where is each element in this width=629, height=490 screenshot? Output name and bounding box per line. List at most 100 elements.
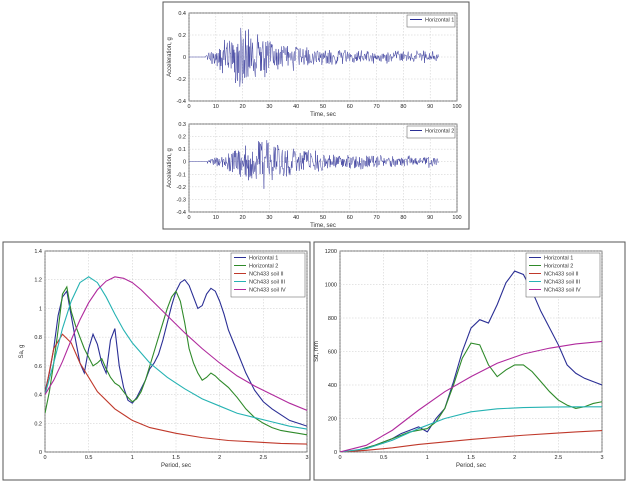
legend-box xyxy=(406,14,456,28)
legend: Horizontal 1 xyxy=(406,14,456,28)
x-tick-label: 0 xyxy=(187,215,190,221)
x-tick-label: 50 xyxy=(320,104,326,110)
x-tick-label: 60 xyxy=(347,215,353,221)
y-tick-label: 1.4 xyxy=(34,249,42,255)
series-group xyxy=(340,270,602,452)
x-tick-label: 1 xyxy=(131,455,134,461)
y-tick-label: 0.4 xyxy=(178,11,186,17)
y-tick-label: 200 xyxy=(328,417,337,423)
x-tick-label: 90 xyxy=(427,215,433,221)
series-line-5 xyxy=(340,340,602,452)
x-tick-label: 80 xyxy=(400,104,406,110)
x-tick-label: 0 xyxy=(43,455,46,461)
y-tick-label: 0 xyxy=(39,450,42,456)
chart-horizontal-2-timeseries: 0 10 20 30 40 50 60 70 80 90 100 0.3 0.2 0.1 0 -0.1 -0.2… xyxy=(167,122,462,229)
y-tick-label: 0.3 xyxy=(178,122,186,128)
y-axis-label: Acceleration, g xyxy=(167,37,173,77)
x-tick-label: 40 xyxy=(293,215,299,221)
series-line-4 xyxy=(340,406,602,452)
y-axis-label: Sd, mm xyxy=(314,341,320,362)
x-tick-label: 100 xyxy=(452,104,461,110)
y-tick-label: 0 xyxy=(334,450,337,456)
x-tick-label: 10 xyxy=(213,215,219,221)
x-tick-label: 80 xyxy=(400,215,406,221)
x-tick-label: 30 xyxy=(266,104,272,110)
x-tick-label: 90 xyxy=(427,104,433,110)
y-tick-label: 1000 xyxy=(325,283,337,289)
chart-spectral-acceleration: 0 0.5 1 1.5 2 2.5 3 0 0.2 0.4 0.6 0.8 1 1.2 1.4 Period,… xyxy=(19,249,309,469)
legend-box xyxy=(406,125,456,139)
x-tick-label: 40 xyxy=(293,104,299,110)
x-tick-label: 10 xyxy=(213,104,219,110)
y-tick-label: 0.2 xyxy=(178,33,186,39)
y-tick-label: -0.2 xyxy=(177,185,186,191)
legend-entry: NCh433 soil IV xyxy=(544,288,581,294)
series-line-2 xyxy=(45,285,307,436)
y-axis-label: Sa, g xyxy=(19,344,25,358)
chart-horizontal-1-timeseries: 0 10 20 30 40 50 60 70 80 90 100 0.4 0.2 0 -0.2 -0.4 Tim… xyxy=(167,11,462,118)
legend-entry: NCh433 soil II xyxy=(249,272,284,278)
x-tick-label: 1.5 xyxy=(467,455,475,461)
legend: Horizontal 2 xyxy=(406,125,456,139)
series-line-1 xyxy=(45,278,307,427)
legend: Horizontal 1 Horizontal 2 NCh433 soil II NC… xyxy=(230,252,306,298)
series-line-5 xyxy=(45,276,307,411)
series-line-3 xyxy=(340,430,602,452)
legend-entry: NCh433 soil III xyxy=(544,280,581,286)
series-line-4 xyxy=(45,276,307,430)
legend-entry: NCh433 soil IV xyxy=(249,288,286,294)
x-tick-label: 3 xyxy=(305,455,308,461)
x-tick-label: 0.5 xyxy=(85,455,93,461)
series-line-1 xyxy=(340,270,602,452)
x-tick-label: 20 xyxy=(240,104,246,110)
legend-entry: Horizontal 1 xyxy=(249,256,278,262)
y-tick-label: -0.3 xyxy=(177,197,186,203)
x-tick-label: 60 xyxy=(347,104,353,110)
legend-entry: Horizontal 1 xyxy=(425,18,454,24)
legend-entry: NCh433 soil II xyxy=(544,272,579,278)
x-tick-label: 0 xyxy=(187,104,190,110)
y-tick-label: 0.6 xyxy=(34,364,42,370)
y-tick-label: 1200 xyxy=(325,249,337,255)
series-group xyxy=(189,140,439,189)
x-axis-label: Time, sec xyxy=(310,223,336,229)
y-tick-label: 0.4 xyxy=(34,393,42,399)
x-tick-label: 0.5 xyxy=(380,455,388,461)
x-tick-label: 2.5 xyxy=(260,455,268,461)
series-line-1 xyxy=(189,27,439,87)
series-group xyxy=(45,276,307,445)
series-line-3 xyxy=(45,333,307,445)
x-axis-label: Period, sec xyxy=(161,463,191,469)
y-tick-label: -0.2 xyxy=(177,77,186,83)
chart-spectral-displacement: 0 0.5 1 1.5 2 2.5 3 0 200 400 600 800 1000 1200 Period… xyxy=(314,249,604,469)
x-tick-label: 0 xyxy=(338,455,341,461)
y-tick-label: 600 xyxy=(328,350,337,356)
legend: Horizontal 1 Horizontal 2 NCh433 soil II NC… xyxy=(525,252,601,298)
legend-entry: Horizontal 2 xyxy=(249,264,278,270)
y-tick-label: 400 xyxy=(328,383,337,389)
y-tick-label: -0.4 xyxy=(177,99,186,105)
legend-entry: NCh433 soil III xyxy=(249,280,286,286)
legend-entry: Horizontal 2 xyxy=(425,129,454,135)
series-line-1 xyxy=(189,140,439,189)
y-tick-label: 0.2 xyxy=(34,421,42,427)
y-tick-label: 800 xyxy=(328,316,337,322)
x-tick-label: 70 xyxy=(374,215,380,221)
y-tick-label: 0.8 xyxy=(34,335,42,341)
x-tick-label: 20 xyxy=(240,215,246,221)
y-tick-label: 1.2 xyxy=(34,278,42,284)
y-tick-label: -0.4 xyxy=(177,210,186,216)
x-tick-label: 30 xyxy=(266,215,272,221)
y-tick-label: 0.2 xyxy=(178,135,186,141)
x-tick-label: 2.5 xyxy=(555,455,563,461)
x-tick-label: 2 xyxy=(218,455,221,461)
x-tick-label: 1.5 xyxy=(172,455,180,461)
series-group xyxy=(189,27,439,87)
y-tick-label: 0 xyxy=(183,55,186,61)
y-tick-label: 1 xyxy=(39,306,42,312)
x-tick-label: 2 xyxy=(513,455,516,461)
x-tick-label: 100 xyxy=(452,215,461,221)
x-tick-label: 70 xyxy=(374,104,380,110)
y-axis-label: Acceleration, g xyxy=(167,148,173,188)
